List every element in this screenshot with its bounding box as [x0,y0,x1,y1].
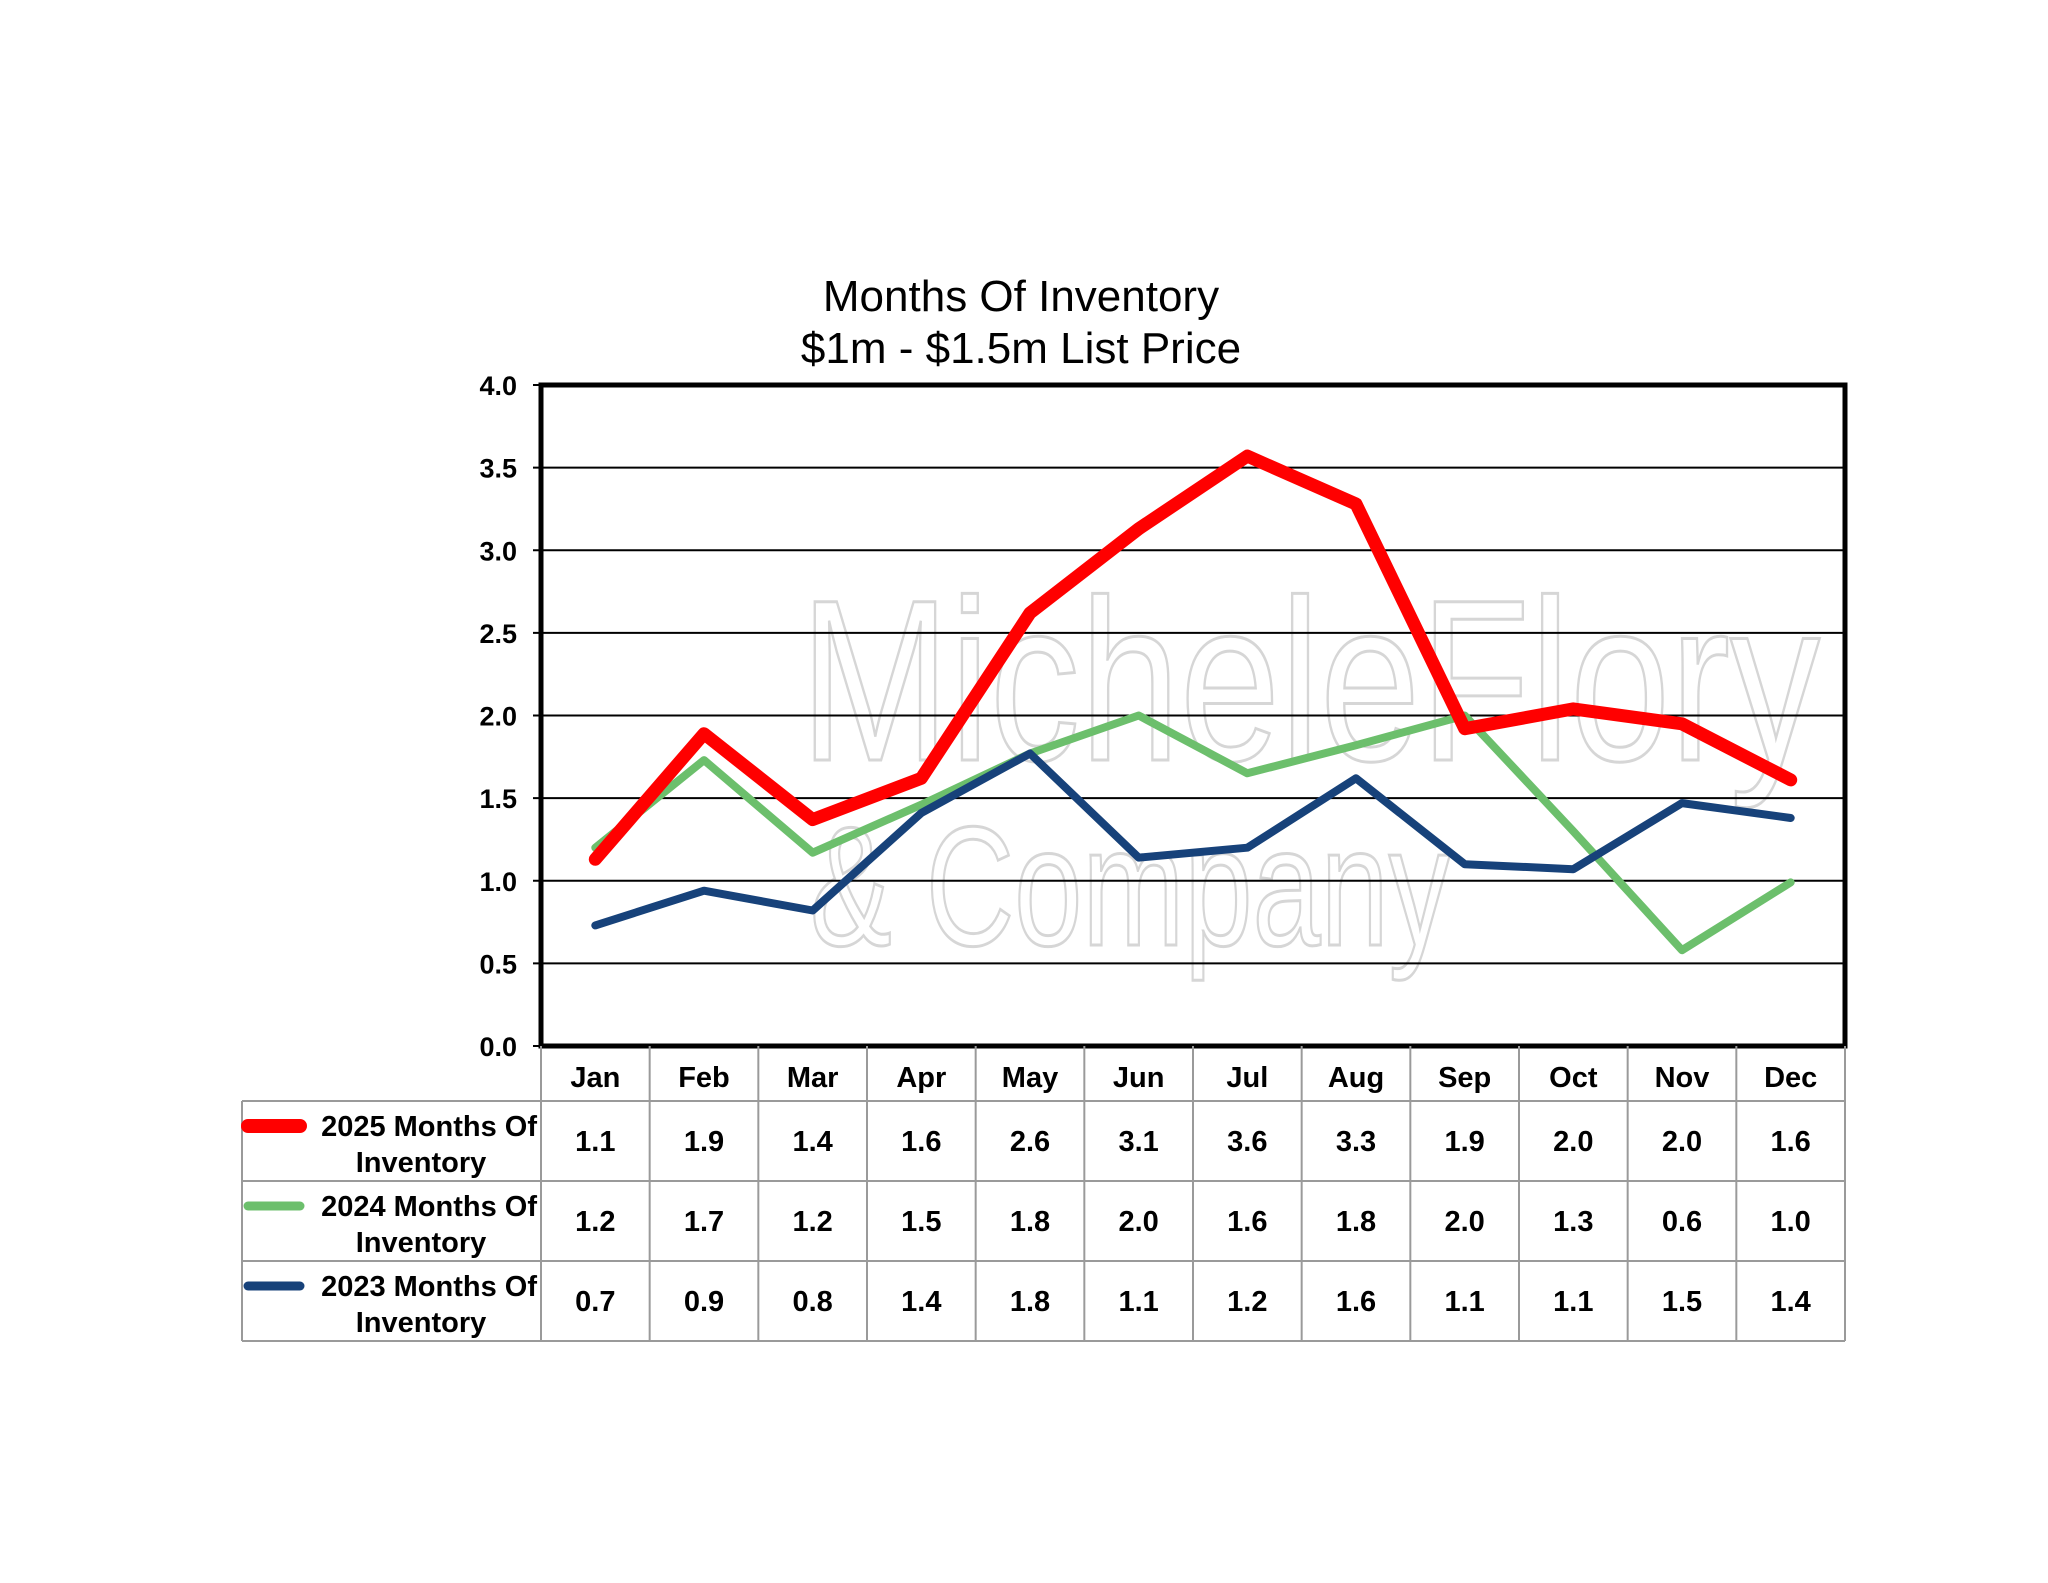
data-cell: 1.5 [1662,1286,1702,1318]
data-cell: 0.6 [1662,1206,1702,1238]
y-tick-label: 1.0 [479,867,517,897]
data-cell: 1.4 [1771,1286,1811,1318]
data-cell: 3.6 [1227,1126,1267,1158]
data-cell: 1.6 [1771,1126,1811,1158]
x-category-label: Apr [896,1062,946,1094]
y-tick-label: 1.5 [479,784,517,814]
y-tick-label: 0.0 [479,1032,517,1062]
data-cell: 1.4 [901,1286,941,1318]
legend-label-line-2: Inventory [356,1307,487,1339]
series-line-1 [591,711,1795,955]
watermark-line-1: MicheleFlory [800,552,1820,809]
series-line-2 [591,749,1795,930]
series-line-0 [588,449,1798,866]
x-category-label: Jun [1113,1062,1165,1094]
legend-label-line-2: Inventory [356,1227,487,1259]
data-cell: 1.1 [575,1126,615,1158]
data-cell: 1.0 [1771,1206,1811,1238]
x-category-label: Dec [1764,1062,1817,1094]
y-tick-label: 3.0 [479,536,517,566]
data-cell: 1.2 [793,1206,833,1238]
data-cell: 1.1 [1445,1286,1485,1318]
data-cell: 2.6 [1010,1126,1050,1158]
legend-label-line-1: 2023 Months Of [321,1271,537,1303]
data-cell: 1.2 [1227,1286,1267,1318]
data-cell: 3.1 [1119,1126,1159,1158]
data-cell: 1.4 [793,1126,833,1158]
x-category-label: Aug [1328,1062,1384,1094]
data-cell: 1.1 [1119,1286,1159,1318]
data-cell: 1.8 [1336,1206,1376,1238]
data-cell: 0.8 [793,1286,833,1318]
data-cell: 2.0 [1662,1126,1702,1158]
data-cell: 2.0 [1553,1126,1593,1158]
x-category-label: Nov [1655,1062,1710,1094]
data-cell: 1.6 [1227,1206,1267,1238]
x-category-label: Sep [1438,1062,1491,1094]
data-cell: 1.9 [1445,1126,1485,1158]
x-category-label: May [1002,1062,1058,1094]
watermark-line-2: & Company [810,792,1450,982]
data-cell: 0.7 [575,1286,615,1318]
data-cell: 1.9 [684,1126,724,1158]
x-category-label: Feb [678,1062,730,1094]
data-cell: 0.9 [684,1286,724,1318]
data-cell: 1.6 [1336,1286,1376,1318]
legend-label-line-1: 2025 Months Of [321,1111,537,1143]
data-cell: 3.3 [1336,1126,1376,1158]
y-tick-label: 2.5 [479,619,517,649]
legend-label-line-2: Inventory [356,1147,487,1179]
data-cell: 2.0 [1119,1206,1159,1238]
y-tick-label: 0.5 [479,949,517,979]
data-cell: 1.8 [1010,1206,1050,1238]
data-cell: 1.5 [901,1206,941,1238]
watermark-logo: MicheleFlory & Company [799,551,1822,984]
x-category-label: Jan [570,1062,620,1094]
data-cell: 1.8 [1010,1286,1050,1318]
x-category-label: Mar [787,1062,839,1094]
data-cell: 1.7 [684,1206,724,1238]
data-cell: 1.2 [575,1206,615,1238]
data-cell: 2.0 [1445,1206,1485,1238]
y-tick-label: 3.5 [479,454,517,484]
y-tick-label: 4.0 [479,371,517,401]
y-tick-label: 2.0 [479,702,517,732]
legend-label-line-1: 2024 Months Of [321,1191,537,1223]
chart-title-line-2: $1m - $1.5m List Price [801,324,1241,373]
x-category-label: Oct [1549,1062,1598,1094]
data-cell: 1.1 [1553,1286,1593,1318]
chart-title-line-1: Months Of Inventory [823,272,1219,321]
x-category-label: Jul [1226,1062,1268,1094]
data-cell: 1.3 [1553,1206,1593,1238]
data-cell: 1.6 [901,1126,941,1158]
